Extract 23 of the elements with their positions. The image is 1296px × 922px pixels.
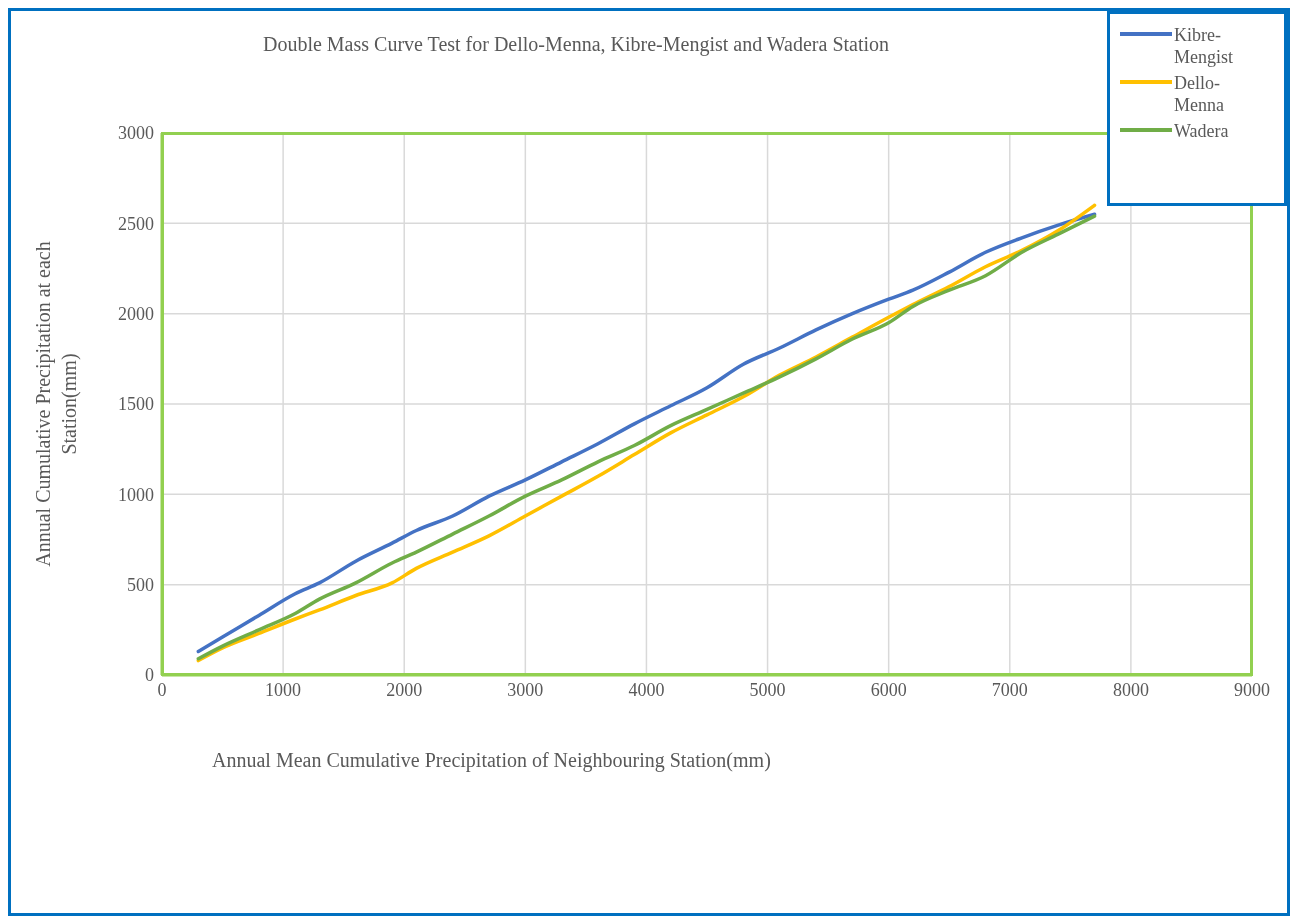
x-tick-label: 7000 xyxy=(991,679,1028,700)
x-tick-label: 0 xyxy=(157,679,167,700)
legend-label: Kibre-Mengist xyxy=(1174,24,1234,68)
y-tick-label: 1500 xyxy=(118,394,154,415)
x-tick-label: 1000 xyxy=(265,679,302,700)
x-tick-label: 6000 xyxy=(870,679,907,700)
y-tick-label: 500 xyxy=(127,575,154,596)
y-axis-title: Annual Cumulative Precipitation at each Station(mm) xyxy=(31,240,82,569)
x-tick-label: 4000 xyxy=(628,679,665,700)
y-tick-label: 3000 xyxy=(118,123,154,144)
x-tick-label: 5000 xyxy=(749,679,786,700)
y-tick-label: 2500 xyxy=(118,213,154,234)
y-tick-label: 1000 xyxy=(118,484,154,505)
x-tick-label: 8000 xyxy=(1112,679,1149,700)
x-tick-label: 3000 xyxy=(507,679,544,700)
legend-label: Wadera xyxy=(1174,120,1230,142)
legend-label: Dello-Menna xyxy=(1174,72,1225,116)
chart-title: Double Mass Curve Test for Dello-Menna, Kibre-Mengist and Wadera Station xyxy=(262,33,890,55)
y-tick-label: 2000 xyxy=(118,304,154,325)
x-axis-title: Annual Mean Cumulative Precipitation of Neighbouring Station(mm) xyxy=(211,749,772,772)
x-tick-label: 9000 xyxy=(1234,679,1270,700)
x-tick-label: 2000 xyxy=(386,679,423,700)
y-tick-label: 0 xyxy=(145,665,154,686)
